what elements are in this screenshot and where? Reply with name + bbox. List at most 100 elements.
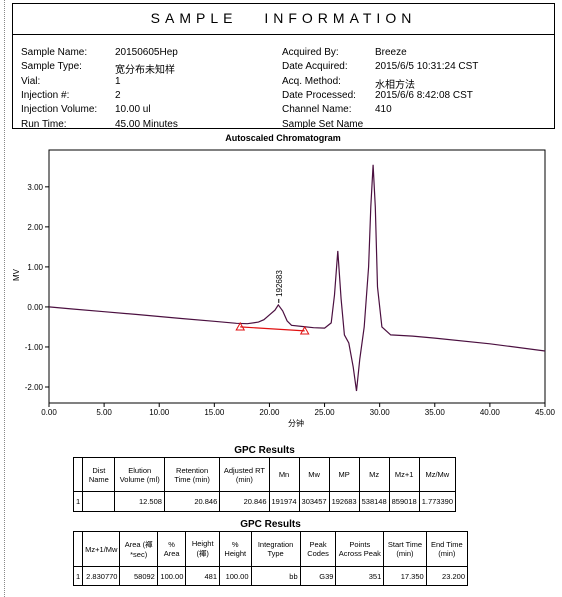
cell: 481 bbox=[185, 566, 220, 586]
header-cell: Height (褌) bbox=[185, 530, 220, 568]
header-cell bbox=[72, 456, 84, 493]
x-tick-label: 0.00 bbox=[41, 408, 57, 417]
field-value: 2015/6/6 8:42:08 CST bbox=[375, 90, 473, 101]
header-cell: Elution Volume (ml) bbox=[114, 456, 165, 493]
field-value: Breeze bbox=[375, 47, 407, 58]
header-row: Dist Name Elution Volume (ml) Retention Ti… bbox=[72, 456, 457, 493]
header-cell: Dist Name bbox=[82, 456, 116, 493]
cell: G39 bbox=[299, 566, 337, 586]
header-cell: Mz+1 bbox=[388, 456, 420, 493]
y-tick-label: 0.00 bbox=[27, 303, 43, 312]
x-tick-label: 35.00 bbox=[425, 408, 446, 417]
field-value: 410 bbox=[375, 104, 392, 115]
data-row: 1 2.830770 58092 100.00 481 100.00 bb G39 351 17.… bbox=[72, 566, 469, 586]
chart-title: Autoscaled Chromatogram bbox=[225, 133, 341, 143]
x-tick-label: 20.00 bbox=[259, 408, 280, 417]
header-cell: Mz bbox=[358, 456, 390, 493]
y-axis-label: MV bbox=[12, 268, 21, 281]
x-tick-label: 40.00 bbox=[480, 408, 501, 417]
cell: 538148 bbox=[358, 491, 390, 512]
integration-baseline bbox=[240, 326, 305, 332]
header-cell: Mz/Mw bbox=[418, 456, 457, 493]
y-tick-label: 2.00 bbox=[27, 223, 43, 232]
y-tick-label: -1.00 bbox=[25, 343, 44, 352]
header-cell: Mz+1/Mw bbox=[82, 530, 121, 568]
y-tick-label: 3.00 bbox=[27, 183, 43, 192]
field-label: Acq. Method: bbox=[282, 76, 341, 87]
field-label: Run Time: bbox=[21, 119, 67, 130]
cell: 20.846 bbox=[163, 491, 221, 512]
header-cell: Mw bbox=[298, 456, 330, 493]
table-title: GPC Results bbox=[234, 445, 295, 456]
field-value: 2 bbox=[115, 90, 121, 101]
cell: 1.773390 bbox=[418, 491, 457, 512]
table-title: GPC Results bbox=[240, 519, 301, 530]
header-cell: Area (褌*sec) bbox=[119, 530, 158, 568]
x-axis-label: 分钟 bbox=[288, 418, 304, 428]
cell: 191974 bbox=[268, 491, 300, 512]
cell: bb bbox=[250, 566, 301, 586]
cell: 100.00 bbox=[219, 566, 252, 586]
baseline-marker bbox=[235, 321, 246, 331]
peak-label: 192683 bbox=[275, 270, 284, 297]
cell: 859018 bbox=[388, 491, 420, 512]
data-row: 1 12.508 20.846 20.846 191974 303457 192683 538… bbox=[72, 491, 457, 512]
cell: 20.846 bbox=[219, 491, 270, 512]
rule bbox=[13, 34, 554, 35]
header-cell: Mn bbox=[268, 456, 300, 493]
header-title: SAMPLE INFORMATION bbox=[150, 10, 417, 26]
header-cell: Retention Time (min) bbox=[163, 456, 221, 493]
cell bbox=[82, 491, 116, 512]
row-number: 1 bbox=[72, 566, 84, 586]
field-label: Injection #: bbox=[21, 90, 70, 101]
header-cell: Start Time (min) bbox=[383, 530, 427, 568]
header-cell: Integration Type bbox=[250, 530, 301, 568]
header-cell bbox=[72, 530, 84, 568]
field-value: 45.00 Minutes bbox=[115, 119, 178, 130]
field-label: Date Processed: bbox=[282, 90, 356, 101]
chromatogram-line bbox=[48, 164, 546, 392]
cell: 100.00 bbox=[156, 566, 187, 586]
field-value: 2015/6/5 10:31:24 CST bbox=[375, 61, 479, 72]
cell: 17.350 bbox=[383, 566, 427, 586]
field-value: 10.00 ul bbox=[115, 104, 151, 115]
field-label: Injection Volume: bbox=[21, 104, 98, 115]
x-tick-label: 25.00 bbox=[315, 408, 336, 417]
chart: Autoscaled Chromatogram 分钟 MV 0.00 5.00 10… bbox=[12, 133, 556, 428]
row-number: 1 bbox=[72, 491, 84, 512]
x-tick-label: 5.00 bbox=[96, 408, 112, 417]
header-cell: MP bbox=[328, 456, 360, 493]
baseline-marker bbox=[299, 325, 310, 335]
results-table: Mz+1/Mw Area (褌*sec)% Area Height (褌)% Hei… bbox=[72, 530, 469, 586]
y-tick-label: 1.00 bbox=[27, 263, 43, 272]
field-value: 1 bbox=[115, 76, 121, 87]
x-tick-label: 45.00 bbox=[535, 408, 556, 417]
field-label: Sample Type: bbox=[21, 61, 82, 72]
field-value: 宽分布未知样 bbox=[115, 65, 175, 76]
cell: 58092 bbox=[119, 566, 158, 586]
cell: 23.200 bbox=[425, 566, 469, 586]
x-tick-label: 15.00 bbox=[204, 408, 225, 417]
cell: 12.508 bbox=[114, 491, 165, 512]
field-label: Vial: bbox=[21, 76, 41, 87]
header-row: Mz+1/Mw Area (褌*sec)% Area Height (褌)% Hei… bbox=[72, 530, 469, 568]
x-tick-label: 30.00 bbox=[370, 408, 391, 417]
header-cell: End Time (min) bbox=[425, 530, 469, 568]
y-tick-label: -2.00 bbox=[25, 383, 44, 392]
field-label: Sample Name: bbox=[21, 47, 88, 58]
field-value: 20150605Hep bbox=[115, 47, 178, 58]
cell: 351 bbox=[335, 566, 385, 586]
header-cell: % Height bbox=[219, 530, 252, 568]
field-label: Acquired By: bbox=[282, 47, 339, 58]
field-label: Sample Set Name bbox=[282, 119, 364, 130]
sample-information: SAMPLE INFORMATION Sample Name: 20150605H… bbox=[12, 3, 555, 130]
x-tick-label: 10.00 bbox=[149, 408, 170, 417]
header-cell: Peak Codes bbox=[299, 530, 337, 568]
cell: 2.830770 bbox=[82, 566, 121, 586]
field-label: Date Acquired: bbox=[282, 61, 348, 72]
field-value: 水相方法 bbox=[375, 80, 415, 91]
cell: 192683 bbox=[328, 491, 360, 512]
header-cell: Points Across Peak bbox=[335, 530, 385, 568]
margin-line bbox=[4, 0, 5, 597]
